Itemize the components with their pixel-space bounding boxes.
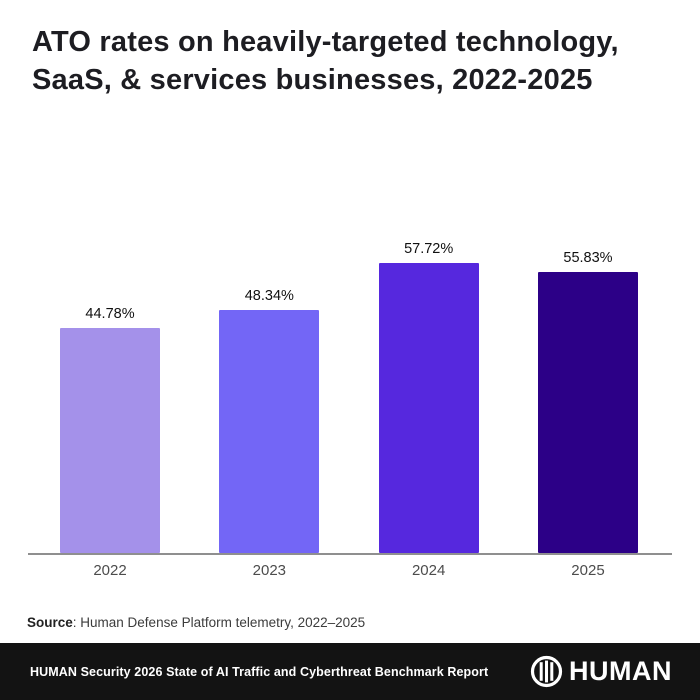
source-text: : Human Defense Platform telemetry, 2022… bbox=[72, 614, 366, 630]
report-title: HUMAN Security 2026 State of AI Traffic … bbox=[30, 664, 489, 679]
x-tick-2024: 2024 bbox=[411, 561, 446, 579]
source-label: Source bbox=[27, 614, 73, 630]
x-tick-2025: 2025 bbox=[571, 561, 605, 579]
bar-value-label: 48.34% bbox=[244, 287, 294, 304]
bar-2023 bbox=[219, 309, 320, 553]
chart-title: ATO rates on heavily-targeted technology… bbox=[32, 26, 619, 96]
x-tick-2023: 2023 bbox=[252, 561, 287, 579]
footer-bar: HUMAN Security 2026 State of AI Traffic … bbox=[0, 643, 700, 700]
bar-2024 bbox=[378, 262, 479, 553]
bar-chart: 44.78% 48.34% 57.72% 55.83% bbox=[60, 241, 638, 553]
bar-2025 bbox=[537, 271, 638, 553]
bar-value-label: 57.72% bbox=[404, 240, 454, 257]
bar-2022 bbox=[60, 327, 160, 553]
x-axis-labels: 2022 2023 2024 2025 bbox=[60, 562, 638, 579]
bar-value-label: 44.78% bbox=[85, 305, 135, 322]
bar-column-2024: 57.72% bbox=[378, 240, 479, 553]
bar-value-label: 55.83% bbox=[563, 249, 613, 266]
bar-column-2023: 48.34% bbox=[219, 287, 320, 553]
bar-column-2025: 55.83% bbox=[537, 249, 638, 553]
source-note: Source: Human Defense Platform telemetry… bbox=[27, 615, 700, 630]
x-axis-line bbox=[28, 552, 672, 555]
human-circle-barcode-icon bbox=[530, 655, 563, 688]
human-logo: HUMAN bbox=[530, 655, 672, 688]
brand-wordmark: HUMAN bbox=[569, 656, 672, 686]
bar-column-2022: 44.78% bbox=[60, 306, 160, 553]
x-tick-2022: 2022 bbox=[93, 561, 127, 579]
